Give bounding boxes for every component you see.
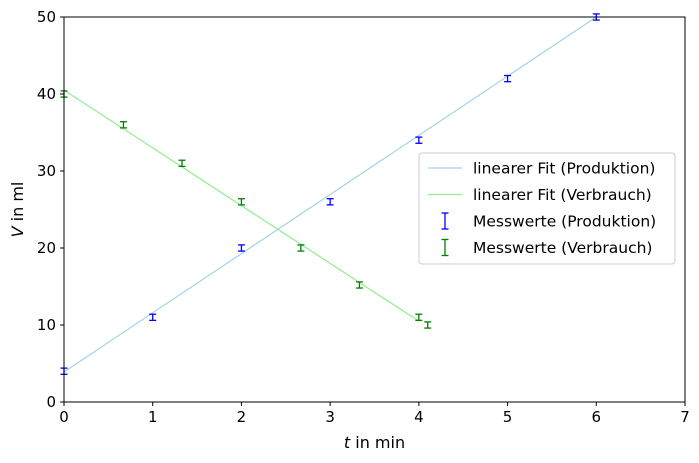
y-tick-label-20: 20: [37, 239, 56, 257]
legend-box: [418, 152, 676, 265]
point-messwerte-produktion-2: [237, 244, 245, 252]
point-messwerte-produktion-4: [415, 136, 423, 144]
legend-entry-linearer-fit-produktion: linearer Fit (Produktion): [428, 160, 655, 178]
y-axis-ticks: 0 10 20 30 40 50: [37, 8, 64, 411]
legend-label-messwerte-verbrauch: Messwerte (Verbrauch): [473, 239, 652, 257]
y-tick-label-10: 10: [37, 316, 56, 334]
fit-line-linearer-fit-verbrauch: [63, 89, 420, 322]
x-tick-label-4: 4: [414, 408, 424, 426]
x-tick-label-0: 0: [59, 408, 69, 426]
point-messwerte-verbrauch-1: [119, 121, 127, 129]
point-messwerte-produktion-5: [504, 74, 512, 83]
legend: linearer Fit (Produktion) linearer Fit (V…: [418, 152, 676, 265]
y-tick-label-30: 30: [37, 162, 56, 180]
y-tick-label-40: 40: [37, 85, 56, 103]
y-axis-label-unit: in ml: [8, 182, 27, 227]
x-tick-label-6: 6: [592, 408, 602, 426]
x-axis-label-var: t: [344, 433, 351, 452]
y-axis-label: V in ml: [8, 182, 27, 238]
legend-entry-messwerte-produktion: Messwerte (Produktion): [441, 212, 656, 231]
y-axis-label-var: V: [8, 225, 27, 237]
point-messwerte-verbrauch-5: [355, 281, 363, 289]
y-tick-label-0: 0: [46, 393, 56, 411]
point-messwerte-produktion-3: [326, 198, 334, 206]
x-axis-label: t in min: [344, 433, 405, 452]
x-axis-label-unit: in min: [350, 433, 405, 452]
x-tick-label-5: 5: [503, 408, 513, 426]
legend-label-linearer-fit-produktion: linearer Fit (Produktion): [473, 160, 655, 178]
plot-area-frame: [63, 16, 686, 403]
legend-entry-linearer-fit-verbrauch: linearer Fit (Verbrauch): [428, 186, 652, 204]
x-axis-ticks: 0 1 2 3 4 5 6 7: [59, 402, 690, 426]
y-tick-label-50: 50: [37, 8, 56, 26]
x-tick-label-1: 1: [148, 408, 158, 426]
legend-swatch-messwerte-verbrauch: [441, 238, 449, 257]
point-messwerte-verbrauch-2: [178, 159, 186, 168]
point-messwerte-verbrauch-3: [237, 198, 245, 206]
point-messwerte-produktion-1: [149, 313, 157, 322]
legend-label-messwerte-produktion: Messwerte (Produktion): [473, 213, 656, 231]
legend-entry-messwerte-verbrauch: Messwerte (Verbrauch): [441, 238, 652, 257]
legend-swatch-messwerte-produktion: [441, 212, 449, 230]
x-tick-label-3: 3: [325, 408, 335, 426]
x-tick-label-2: 2: [237, 408, 247, 426]
point-messwerte-verbrauch-7: [424, 321, 432, 329]
legend-label-linearer-fit-verbrauch: linearer Fit (Verbrauch): [473, 186, 652, 204]
x-tick-label-7: 7: [680, 408, 690, 426]
point-messwerte-verbrauch-4: [297, 244, 305, 252]
point-messwerte-verbrauch-6: [415, 313, 423, 322]
